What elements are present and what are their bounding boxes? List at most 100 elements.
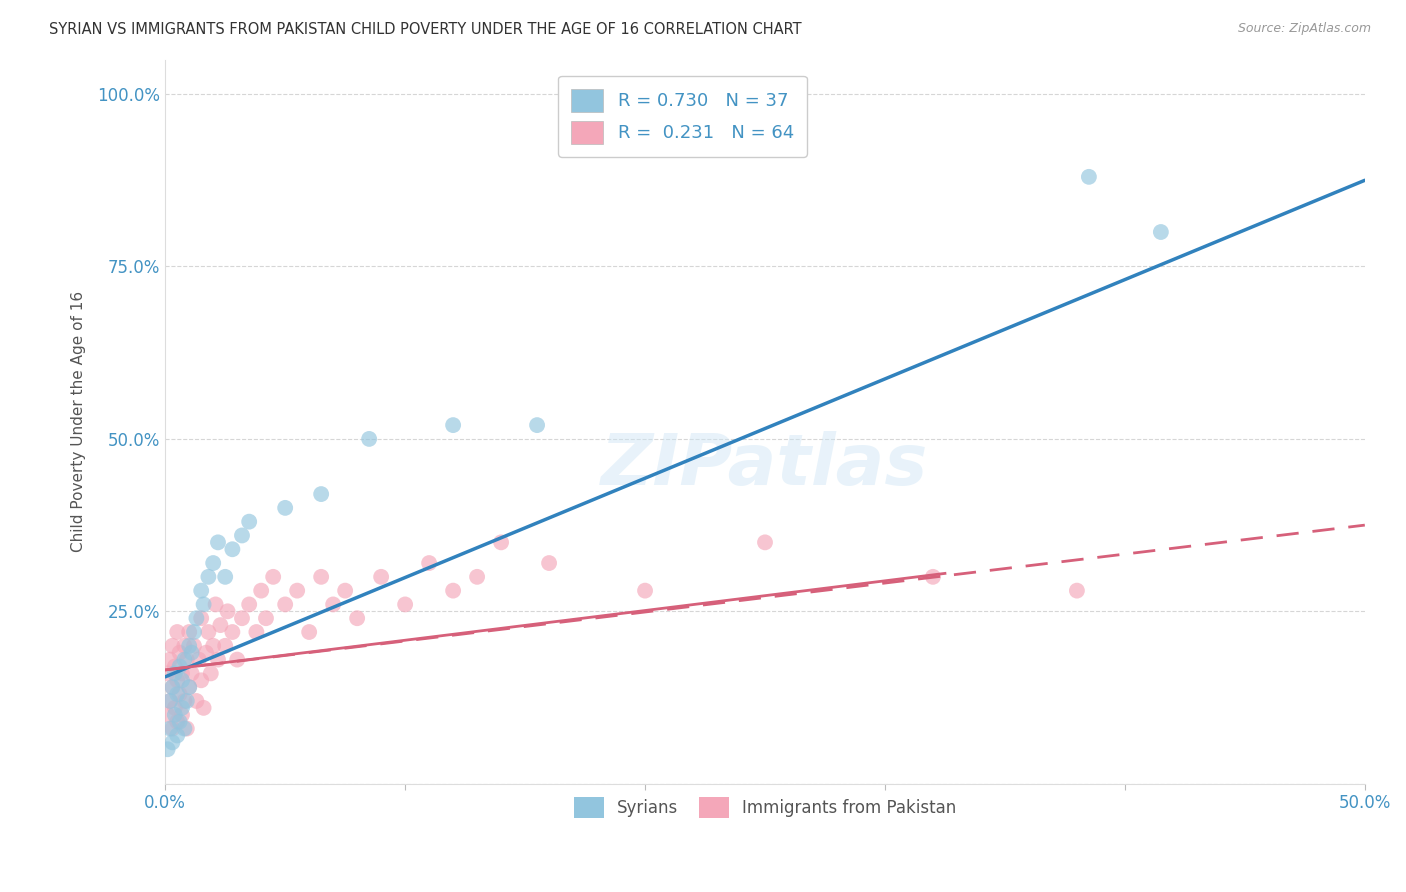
Point	[489, 535, 512, 549]
Point	[250, 583, 273, 598]
Point	[166, 714, 188, 729]
Point	[254, 611, 277, 625]
Point	[221, 542, 243, 557]
Point	[394, 598, 416, 612]
Point	[166, 673, 188, 688]
Point	[309, 487, 332, 501]
Point	[238, 515, 260, 529]
Point	[359, 432, 381, 446]
Point	[1077, 169, 1099, 184]
Point	[162, 680, 184, 694]
Point	[163, 701, 186, 715]
Point	[634, 583, 657, 598]
Point	[156, 707, 179, 722]
Point	[231, 611, 253, 625]
Point	[322, 598, 344, 612]
Point	[170, 707, 193, 722]
Point	[465, 570, 488, 584]
Point	[159, 694, 181, 708]
Legend: Syrians, Immigrants from Pakistan: Syrians, Immigrants from Pakistan	[565, 789, 965, 826]
Text: SYRIAN VS IMMIGRANTS FROM PAKISTAN CHILD POVERTY UNDER THE AGE OF 16 CORRELATION: SYRIAN VS IMMIGRANTS FROM PAKISTAN CHILD…	[49, 22, 801, 37]
Point	[217, 604, 239, 618]
Point	[197, 570, 219, 584]
Point	[173, 639, 195, 653]
Point	[166, 729, 188, 743]
Point	[156, 666, 179, 681]
Point	[186, 611, 208, 625]
Point	[346, 611, 368, 625]
Point	[156, 742, 179, 756]
Point	[179, 639, 201, 653]
Point	[187, 652, 209, 666]
Point	[169, 646, 191, 660]
Point	[202, 556, 225, 570]
Point	[226, 652, 249, 666]
Point	[163, 707, 186, 722]
Point	[186, 694, 208, 708]
Point	[754, 535, 776, 549]
Point	[200, 666, 222, 681]
Point	[197, 625, 219, 640]
Point	[169, 687, 191, 701]
Point	[231, 528, 253, 542]
Point	[190, 583, 212, 598]
Point	[298, 625, 321, 640]
Point	[179, 680, 201, 694]
Point	[370, 570, 392, 584]
Point	[274, 598, 297, 612]
Point	[180, 646, 202, 660]
Point	[176, 652, 198, 666]
Point	[262, 570, 284, 584]
Point	[202, 639, 225, 653]
Point	[162, 722, 184, 736]
Point	[274, 500, 297, 515]
Point	[214, 570, 236, 584]
Point	[159, 694, 181, 708]
Point	[163, 659, 186, 673]
Point	[159, 722, 181, 736]
Point	[204, 598, 226, 612]
Point	[1150, 225, 1173, 239]
Point	[170, 673, 193, 688]
Point	[333, 583, 356, 598]
Point	[169, 659, 191, 673]
Point	[285, 583, 308, 598]
Point	[159, 652, 181, 666]
Point	[1066, 583, 1088, 598]
Point	[195, 646, 218, 660]
Point	[179, 680, 201, 694]
Point	[238, 598, 260, 612]
Point	[526, 418, 548, 433]
Point	[173, 722, 195, 736]
Point	[169, 714, 191, 729]
Point	[221, 625, 243, 640]
Point	[179, 625, 201, 640]
Point	[180, 666, 202, 681]
Point	[163, 666, 186, 681]
Point	[214, 639, 236, 653]
Point	[309, 570, 332, 584]
Point	[183, 639, 205, 653]
Point	[441, 583, 464, 598]
Point	[207, 535, 229, 549]
Point	[166, 625, 188, 640]
Point	[176, 722, 198, 736]
Point	[922, 570, 945, 584]
Text: ZIPatlas: ZIPatlas	[602, 431, 929, 500]
Point	[193, 701, 215, 715]
Y-axis label: Child Poverty Under the Age of 16: Child Poverty Under the Age of 16	[72, 291, 86, 552]
Point	[173, 694, 195, 708]
Point	[245, 625, 267, 640]
Point	[209, 618, 232, 632]
Point	[170, 701, 193, 715]
Point	[166, 687, 188, 701]
Point	[162, 639, 184, 653]
Point	[170, 666, 193, 681]
Text: Source: ZipAtlas.com: Source: ZipAtlas.com	[1237, 22, 1371, 36]
Point	[418, 556, 440, 570]
Point	[193, 598, 215, 612]
Point	[538, 556, 561, 570]
Point	[207, 652, 229, 666]
Point	[183, 625, 205, 640]
Point	[162, 735, 184, 749]
